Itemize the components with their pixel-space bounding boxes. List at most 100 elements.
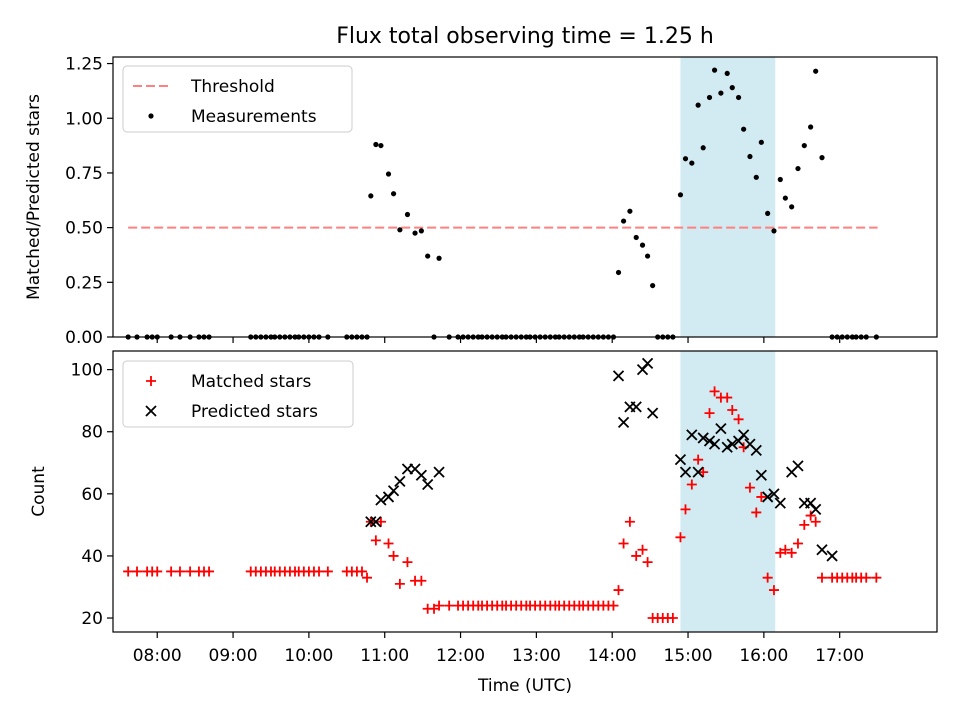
bottom-series-layer [123, 357, 882, 624]
measurement-point [735, 94, 742, 101]
matched-star-point [762, 572, 773, 583]
x-tick-label: 13:00 [512, 646, 561, 666]
measurement-point [782, 195, 788, 201]
top-highlight-span [680, 57, 776, 337]
measurement-point [418, 228, 424, 234]
measurement-point [397, 227, 403, 233]
matched-star-point [152, 566, 163, 577]
matched-star-point [680, 504, 691, 515]
measurement-point [644, 253, 651, 259]
measurement-point [373, 141, 379, 148]
measurement-point [700, 145, 706, 151]
y-tick-label: 0.25 [65, 273, 103, 293]
matched-star-point [132, 566, 143, 577]
measurement-point [795, 165, 801, 172]
predicted-star-point [697, 432, 709, 444]
measurement-point [633, 234, 639, 241]
legend-marker [146, 376, 156, 386]
predicted-star-point [810, 503, 822, 515]
measurement-point [801, 142, 807, 149]
matched-star-point [383, 538, 394, 549]
matched-star-point [698, 467, 709, 478]
legend-box [122, 360, 354, 428]
y-tick-label: 0.50 [65, 219, 103, 239]
x-tick-label: 14:00 [588, 646, 637, 666]
matched-star-point [370, 535, 381, 546]
predicted-star-point [762, 491, 774, 503]
y-tick-label: 100 [71, 361, 103, 381]
predicted-star-point [826, 550, 838, 562]
top-y-axis-label: Matched/Predicted stars [24, 94, 44, 300]
measurement-point [390, 191, 397, 197]
predicted-star-point [755, 469, 767, 481]
measurement-point [758, 139, 764, 145]
measurement-point [724, 70, 730, 77]
measurement-point [808, 124, 814, 130]
legend-marker [145, 405, 157, 417]
predicted-star-point [679, 466, 692, 478]
y-tick-label: 20 [81, 609, 103, 629]
measurement-point [368, 193, 374, 199]
measurement-point [747, 153, 753, 160]
matched-star-point [429, 603, 440, 614]
matched-star-point [693, 454, 704, 465]
top-legend: Threshold Measurements [122, 65, 353, 133]
matched-star-point [314, 566, 324, 577]
matched-star-point [637, 544, 648, 555]
predicted-star-point [433, 466, 445, 478]
legend-label: Threshold [190, 77, 275, 97]
measurement-point [819, 155, 825, 161]
measurement-point [425, 253, 431, 259]
measurement-point [677, 192, 684, 198]
predicted-star-point [674, 454, 687, 466]
bottom-legend: Matched stars Predicted stars [122, 360, 354, 428]
measurement-point [695, 102, 701, 108]
y-tick-label: 60 [81, 485, 103, 505]
y-tick-label: 0.00 [65, 328, 103, 348]
measurement-point [689, 160, 695, 166]
bottom-axes-frame [112, 350, 938, 633]
matched-star-point [166, 566, 177, 577]
matched-star-point [861, 572, 872, 583]
predicted-star-point [647, 407, 659, 419]
matched-star-point [613, 585, 624, 596]
predicted-star-point [365, 516, 377, 528]
predicted-star-point [422, 478, 434, 491]
matched-star-point [375, 516, 386, 527]
matched-star-point [744, 482, 755, 493]
matched-star-point [434, 600, 445, 611]
matched-star-point [704, 408, 715, 419]
matched-star-point [356, 566, 367, 577]
y-tick-label: 0.75 [65, 164, 103, 184]
legend-label: Matched stars [191, 372, 311, 392]
matched-star-point [667, 613, 678, 624]
measurement-point [789, 204, 795, 210]
matched-star-point [416, 575, 427, 586]
matched-star-point [642, 557, 653, 568]
measurement-point [765, 210, 771, 217]
x-tick-label: 16:00 [739, 646, 788, 666]
matched-star-point [624, 516, 635, 527]
matched-star-point [686, 479, 697, 490]
measurement-point [650, 282, 656, 289]
top-axes-frame [112, 56, 938, 338]
matched-star-point [608, 600, 619, 611]
legend-marker [148, 113, 154, 119]
predicted-star-point [641, 357, 654, 370]
matched-star-point [394, 578, 405, 589]
matched-star-point [362, 572, 373, 583]
measurement-point [771, 228, 777, 234]
x-tick-label: 09:00 [209, 646, 258, 666]
predicted-star-point [612, 370, 625, 382]
y-tick-label: 1.25 [65, 55, 103, 75]
x-tick-label: 11:00 [360, 646, 409, 666]
chart-title: Flux total observing time = 1.25 h [336, 24, 714, 49]
measurement-point [711, 67, 718, 73]
measurement-point [378, 142, 384, 149]
measurement-point [615, 269, 622, 276]
matched-star-point [123, 566, 134, 577]
predicted-star-point [370, 516, 382, 528]
predicted-star-point [375, 494, 387, 506]
predicted-star-point [703, 435, 716, 447]
legend-label: Predicted stars [191, 402, 318, 422]
